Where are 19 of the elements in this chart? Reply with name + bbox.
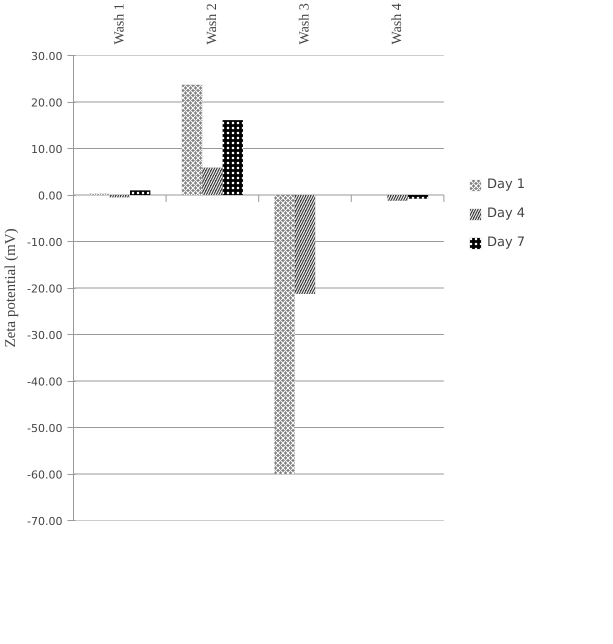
legend-label: Day 4 [487,206,526,221]
x-tick-label: Wash 2 [204,3,220,44]
legend-label: Day 1 [487,177,526,192]
y-tick-label: -40.00 [27,376,63,388]
x-tick-label: Wash 3 [297,3,312,44]
y-tick-label: -50.00 [27,422,63,435]
y-tick-label: 30.00 [31,50,63,63]
y-tick-label: 20.00 [31,96,63,110]
x-tick-label: Wash 4 [390,3,406,44]
y-tick-label: 10.00 [31,143,63,156]
y-tick-label: -30.00 [27,329,63,342]
x-tick-label: Wash 1 [112,3,128,44]
legend-label: Day 7 [487,235,526,250]
y-tick-label: 0.00 [38,190,63,202]
y-tick-label: -20.00 [27,282,63,296]
y-axis-title: Zeta potential (mV) [3,228,20,348]
y-tick-label: -10.00 [27,236,63,249]
y-tick-label: -70.00 [27,515,63,528]
y-tick-label: -60.00 [27,468,63,482]
